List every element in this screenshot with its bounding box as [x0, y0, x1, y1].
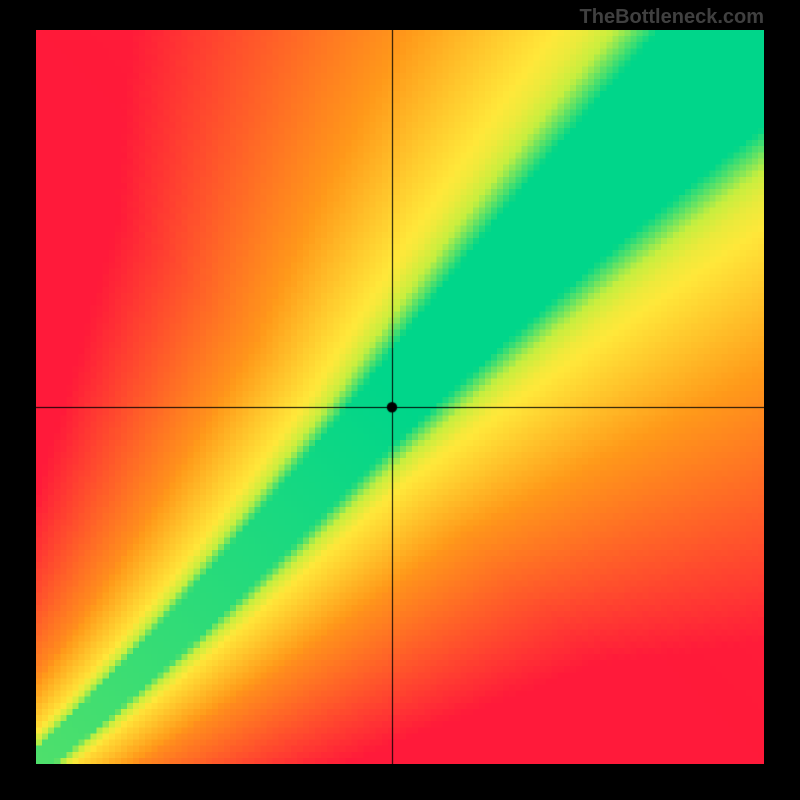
- chart-container: TheBottleneck.com: [0, 0, 800, 800]
- watermark-text: TheBottleneck.com: [580, 6, 764, 29]
- crosshair-overlay: [36, 30, 764, 764]
